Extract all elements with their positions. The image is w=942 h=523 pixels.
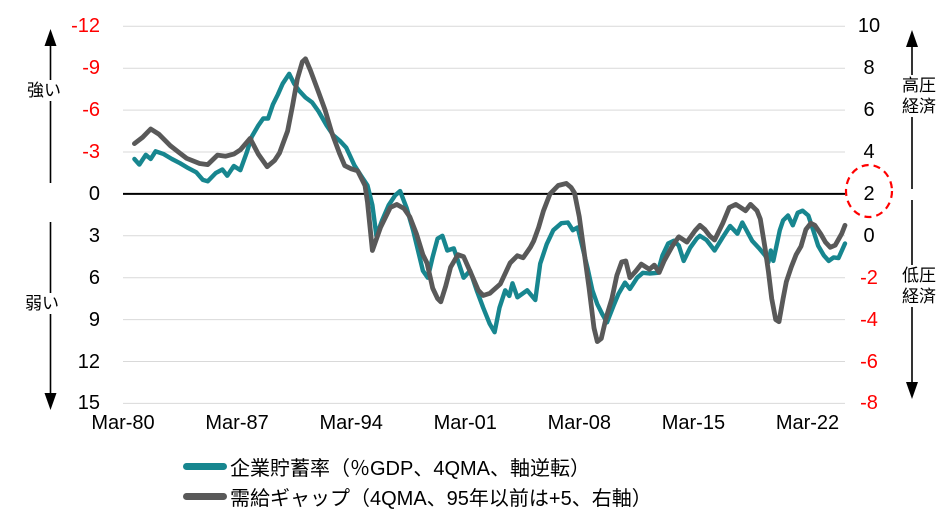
legend: 企業貯蓄率（％GDP、4QMA、軸逆転） 需給ギャップ（4QMA、95年以前は+…	[183, 451, 652, 511]
annotation-weak-label: 弱い	[24, 293, 60, 314]
high-pressure-up-arrow-head	[906, 30, 918, 47]
right-axis-tick--2: -2	[860, 266, 878, 289]
series-line-0	[132, 71, 848, 335]
right-axis-tick-2: 2	[863, 182, 875, 205]
x-axis-tick-Mar-87: Mar-87	[205, 412, 269, 434]
left-axis-tick--6: -6	[82, 99, 100, 122]
left-axis-tick--3: -3	[82, 141, 100, 163]
left-axis-tick-0: 0	[88, 182, 100, 205]
left-axis-tick--12: -12	[71, 15, 100, 38]
right-axis-tick-4: 4	[863, 141, 875, 163]
x-axis-tick-Mar-22: Mar-22	[775, 412, 840, 434]
savings-rate-line-swatch	[183, 462, 227, 470]
x-axis-tick-Mar-15: Mar-15	[661, 412, 726, 434]
x-axis-tick-Mar-94: Mar-94	[319, 412, 383, 434]
x-axis-tick-Mar-01: Mar-01	[433, 412, 497, 434]
low-pressure-down-arrow-head	[906, 382, 918, 399]
annotation-low-pressure-label: 低圧経済	[899, 265, 939, 307]
legend-label-output-gap: 需給ギャップ（4QMA、95年以前は+5、右軸）	[230, 487, 652, 510]
right-axis-tick-10: 10	[857, 15, 881, 38]
series-line-1	[132, 56, 848, 344]
output-gap-line-swatch	[183, 492, 227, 500]
left-axis-tick-12: 12	[77, 350, 100, 373]
x-axis-tick-Mar-08: Mar-08	[547, 412, 611, 434]
legend-item-output-gap: 需給ギャップ（4QMA、95年以前は+5、右軸）	[183, 481, 652, 511]
annotation-strong-label: 強い	[26, 80, 62, 101]
right-axis-tick--4: -4	[860, 308, 878, 331]
legend-item-savings-rate: 企業貯蓄率（％GDP、4QMA、軸逆転）	[183, 451, 652, 481]
strong-up-arrow-head	[44, 29, 57, 46]
left-axis-tick-6: 6	[88, 266, 100, 289]
highlight-circle	[844, 163, 894, 219]
right-axis-tick--8: -8	[860, 392, 878, 415]
legend-label-savings-rate: 企業貯蓄率（％GDP、4QMA、軸逆転）	[230, 457, 591, 480]
left-axis-tick-3: 3	[88, 224, 100, 247]
left-axis-tick-15: 15	[77, 392, 100, 415]
left-axis-tick--9: -9	[82, 57, 100, 80]
right-axis-tick-8: 8	[863, 57, 875, 80]
right-axis-tick-0: 0	[863, 224, 875, 247]
right-axis-tick--6: -6	[860, 350, 878, 373]
weak-down-arrow-head	[44, 393, 57, 410]
left-axis-tick-9: 9	[88, 308, 100, 331]
right-axis-tick-6: 6	[863, 99, 875, 122]
annotation-high-pressure-label: 高圧経済	[899, 75, 939, 117]
x-axis-tick-Mar-80: Mar-80	[91, 412, 155, 434]
